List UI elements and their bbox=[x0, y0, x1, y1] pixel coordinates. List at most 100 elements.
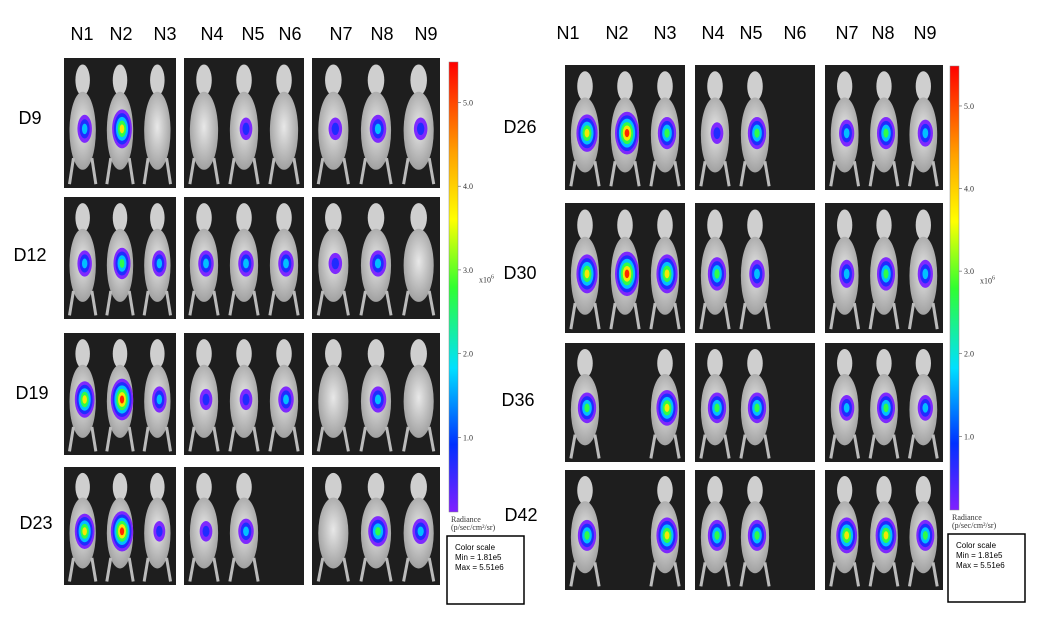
image-panel bbox=[184, 467, 304, 585]
signal bbox=[843, 268, 850, 280]
signal bbox=[156, 525, 163, 537]
mouse-leg bbox=[739, 434, 747, 459]
signal bbox=[242, 393, 250, 406]
column-label: N4 bbox=[701, 23, 724, 43]
signal bbox=[922, 530, 928, 540]
mouse-leg bbox=[829, 562, 837, 587]
image-panel bbox=[825, 65, 943, 190]
signal bbox=[883, 403, 889, 413]
mouse-leg bbox=[142, 426, 150, 452]
signal bbox=[883, 531, 889, 540]
color-bar-unit: x106 bbox=[479, 275, 494, 285]
mouse-leg bbox=[829, 302, 837, 330]
signal bbox=[584, 128, 590, 138]
mouse-head bbox=[577, 348, 593, 378]
mouse-leg bbox=[127, 557, 135, 582]
legend-min: Min = 1.81e5 bbox=[956, 551, 1003, 560]
mouse-head bbox=[325, 203, 342, 233]
mouse-leg bbox=[739, 160, 747, 187]
mouse-head bbox=[236, 472, 252, 502]
column-label: N1 bbox=[70, 24, 93, 44]
mouse-head bbox=[915, 209, 931, 241]
mouse-head bbox=[410, 203, 427, 233]
color-bar-tick-label: 5.0 bbox=[964, 102, 974, 111]
color-bar-tick-label: 2.0 bbox=[463, 350, 473, 359]
mouse-leg bbox=[385, 557, 393, 582]
row-label: D26 bbox=[503, 117, 536, 137]
mouse-head bbox=[236, 64, 252, 96]
image-panel bbox=[695, 65, 815, 190]
mouse-head bbox=[196, 472, 212, 502]
mouse-leg bbox=[342, 290, 350, 316]
row-label: D36 bbox=[501, 390, 534, 410]
mouse-leg bbox=[385, 426, 393, 452]
mouse-head bbox=[410, 339, 427, 369]
mouse-leg bbox=[723, 562, 731, 587]
signal bbox=[283, 394, 289, 405]
mouse-leg bbox=[90, 290, 98, 316]
mouse-leg bbox=[316, 290, 325, 316]
image-panel bbox=[64, 197, 176, 319]
image-panel bbox=[695, 343, 815, 462]
mouse-leg bbox=[892, 161, 900, 187]
mouse-leg bbox=[188, 557, 196, 582]
mouse-leg bbox=[268, 290, 276, 316]
color-bar-tick-label: 3.0 bbox=[463, 266, 473, 275]
signal bbox=[375, 526, 381, 536]
column-label: N5 bbox=[241, 24, 264, 44]
color-bar-unit: x106 bbox=[980, 276, 995, 286]
mouse-head bbox=[112, 64, 128, 96]
signal bbox=[82, 395, 87, 404]
mouse-leg bbox=[649, 160, 657, 187]
mouse-leg bbox=[427, 426, 436, 452]
mouse-leg bbox=[252, 557, 260, 582]
mouse-leg bbox=[569, 160, 577, 187]
mouse-leg bbox=[699, 562, 707, 587]
signal bbox=[243, 258, 249, 269]
mouse-leg bbox=[829, 434, 837, 459]
legend-box bbox=[947, 533, 1026, 603]
mouse-leg bbox=[105, 557, 113, 582]
mouse-head bbox=[577, 71, 593, 102]
mouse-leg bbox=[673, 434, 681, 459]
color-bar-tick-label: 1.0 bbox=[964, 432, 974, 441]
mouse-head bbox=[196, 203, 212, 233]
mouse-leg bbox=[907, 434, 916, 459]
legend-box bbox=[446, 535, 525, 605]
legend-min: Min = 1.81e5 bbox=[455, 553, 502, 562]
mouse-leg bbox=[252, 290, 260, 316]
mouse-leg bbox=[868, 434, 876, 459]
mouse-head bbox=[876, 209, 892, 241]
signal bbox=[331, 122, 340, 136]
signal bbox=[202, 525, 210, 537]
mouse-leg bbox=[907, 302, 916, 330]
mouse-head bbox=[276, 339, 292, 369]
image-panel bbox=[695, 203, 815, 333]
mouse-head bbox=[236, 339, 252, 369]
legend-max: Max = 5.51e6 bbox=[956, 561, 1005, 570]
mouse-head bbox=[657, 348, 673, 378]
mouse-leg bbox=[342, 426, 350, 452]
signal bbox=[242, 122, 250, 136]
mouse-leg bbox=[763, 562, 771, 587]
radiance-label: Radiance bbox=[451, 515, 481, 524]
signal bbox=[664, 269, 670, 279]
mouse-head bbox=[196, 64, 212, 96]
mouse-leg bbox=[673, 160, 681, 187]
mouse-leg bbox=[385, 290, 393, 316]
mouse-head bbox=[707, 348, 723, 378]
mouse-leg bbox=[723, 434, 731, 459]
mouse-leg bbox=[609, 160, 617, 187]
mouse-head bbox=[837, 476, 853, 505]
image-panel bbox=[565, 470, 685, 590]
mouse-leg bbox=[90, 157, 98, 185]
mouse-head bbox=[747, 348, 763, 378]
mouse-leg bbox=[68, 290, 75, 316]
row-label: D42 bbox=[504, 505, 537, 525]
signal bbox=[203, 258, 209, 269]
signal bbox=[119, 527, 125, 536]
mouse-leg bbox=[316, 157, 325, 185]
mouse-leg bbox=[852, 302, 861, 330]
mouse-head bbox=[617, 71, 633, 102]
mouse-leg bbox=[852, 562, 861, 587]
